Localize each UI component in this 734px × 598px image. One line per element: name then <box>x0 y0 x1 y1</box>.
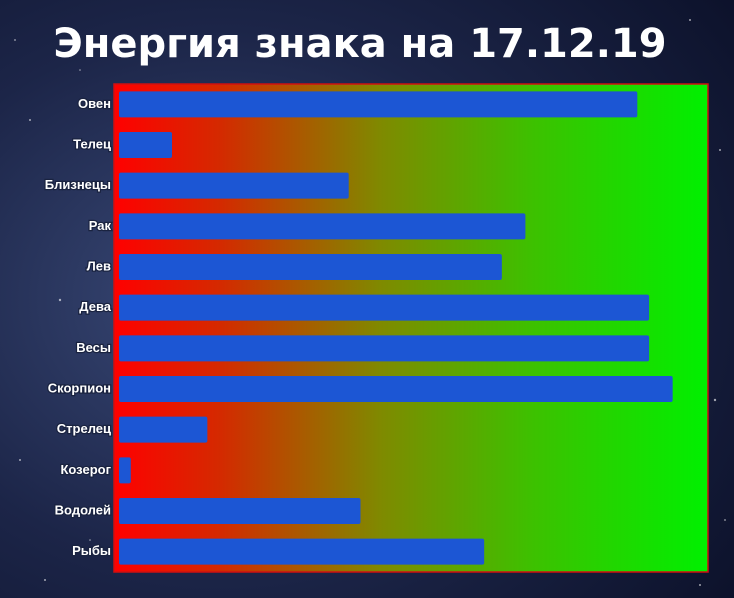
bar <box>119 498 361 524</box>
chart-title: Энергия знака на 17.12.19 <box>53 21 666 67</box>
y-tick-label: Рыбы <box>72 543 111 558</box>
bar <box>119 213 526 240</box>
y-tick-label: Дева <box>79 299 111 314</box>
bar <box>119 376 673 402</box>
bar <box>119 254 502 280</box>
bar <box>119 416 208 443</box>
bar <box>119 91 638 118</box>
y-tick-label: Козерог <box>60 462 111 477</box>
y-tick-label: Скорпион <box>48 380 111 395</box>
bar <box>119 538 485 565</box>
bar <box>119 457 131 484</box>
stars <box>14 19 726 586</box>
y-tick-label: Стрелец <box>57 421 111 436</box>
y-tick-label: Весы <box>76 340 111 355</box>
y-tick-label: Водолей <box>55 502 111 517</box>
plot-area <box>113 83 709 573</box>
y-tick-label: Лев <box>87 258 111 273</box>
bar <box>119 335 650 362</box>
y-tick-label: Близнецы <box>45 177 111 192</box>
y-tick-label: Телец <box>73 136 111 151</box>
y-tick-label: Рак <box>89 218 112 233</box>
bar <box>119 294 650 321</box>
bar <box>119 172 349 199</box>
bar <box>119 132 173 158</box>
y-tick-label: Овен <box>78 96 111 111</box>
